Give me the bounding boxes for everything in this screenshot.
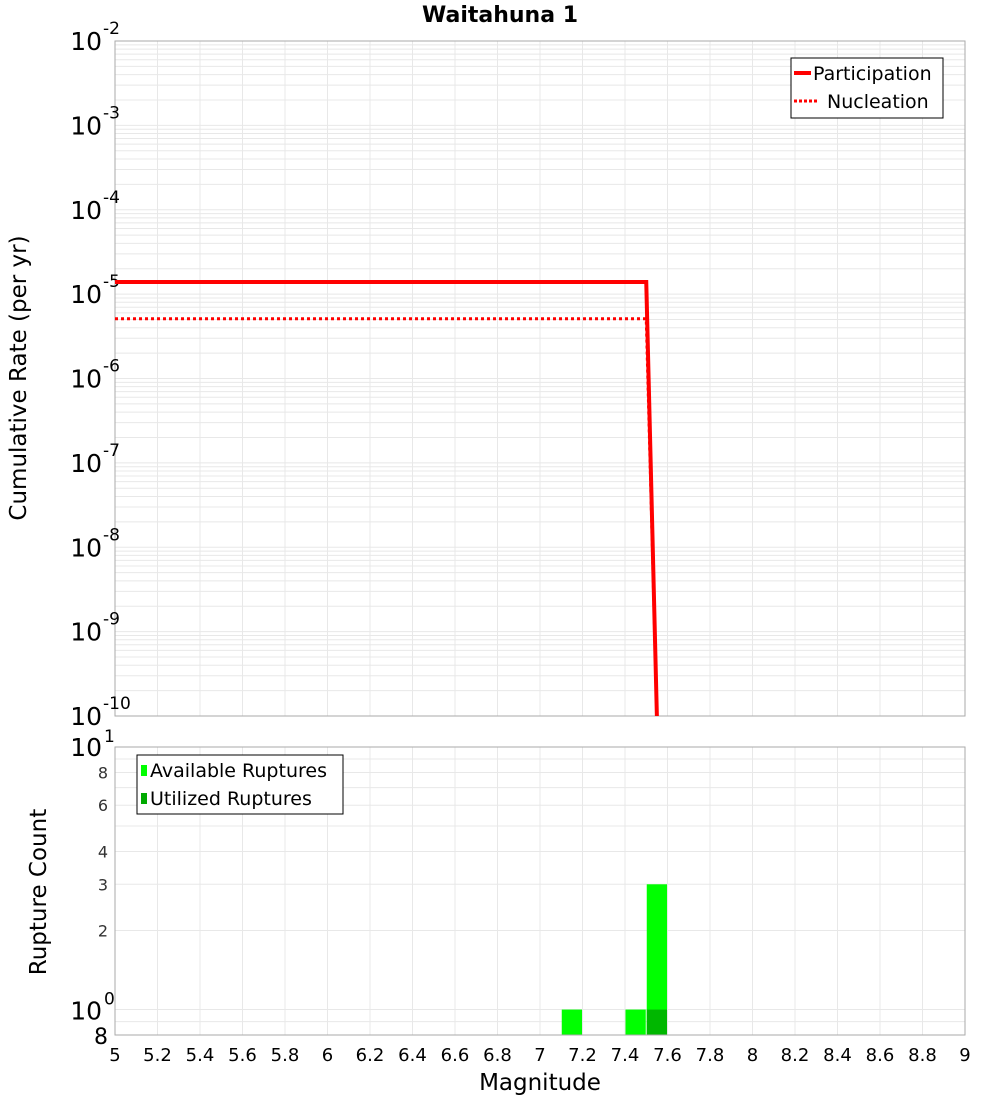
x-tick-label: 7.4	[611, 1045, 640, 1066]
x-axis-label: Magnitude	[479, 1070, 601, 1096]
svg-text:Available Ruptures: Available Ruptures	[150, 760, 327, 782]
y-tick-label: 4	[98, 842, 108, 861]
x-tick-label: 6.6	[441, 1045, 470, 1066]
x-tick-label: 8.2	[781, 1045, 810, 1066]
y-tick-label: 10-5	[70, 272, 120, 309]
rate-legend: Participation Nucleation	[790, 57, 944, 119]
x-tick-label: 6	[322, 1045, 333, 1066]
rate-plot: 10-2 10-3 10-4 10-5 10-6 10-7 10-8 10-9 10-10 Par…	[6, 19, 966, 731]
x-tick-label: 5	[109, 1045, 120, 1066]
svg-text:Utilized Ruptures: Utilized Ruptures	[150, 788, 312, 810]
y-tick-label: 10-6	[70, 357, 120, 394]
svg-text:Nucleation: Nucleation	[827, 91, 929, 113]
svg-text:10: 10	[70, 997, 102, 1026]
x-tick-label: 5.6	[228, 1045, 257, 1066]
svg-text:Participation: Participation	[813, 63, 932, 85]
count-y-axis-label: Rupture Count	[26, 809, 52, 975]
svg-text:8: 8	[94, 1025, 108, 1050]
available-bar	[561, 1009, 582, 1035]
x-tick-label: 8	[747, 1045, 758, 1066]
series-participation	[115, 280, 659, 717]
x-tick-label: 7.2	[568, 1045, 597, 1066]
y-tick-label: 10-2	[70, 19, 120, 56]
y-tick-label: 10-9	[70, 610, 120, 647]
y-tick-label: 10-10	[70, 694, 131, 731]
y-tick-label: 10-3	[70, 103, 120, 140]
x-tick-label: 8.6	[866, 1045, 895, 1066]
y-tick-label: 6	[98, 796, 108, 815]
x-tick-label: 6.4	[398, 1045, 427, 1066]
x-tick-label: 7	[534, 1045, 545, 1066]
y-tick-label: 10-4	[70, 188, 120, 225]
y-tick-label: 8	[98, 763, 108, 782]
rate-plot-frame	[114, 40, 966, 717]
y-tick-label: 3	[98, 875, 108, 894]
count-legend: Available Ruptures Utilized Ruptures	[136, 754, 344, 815]
x-tick-label: 8.4	[823, 1045, 852, 1066]
x-tick-label: 6.8	[483, 1045, 512, 1066]
x-tick-label: 8.8	[908, 1045, 937, 1066]
utilized-bar	[646, 1009, 667, 1035]
x-tick-label: 7.6	[653, 1045, 682, 1066]
x-tick-label: 7.8	[696, 1045, 725, 1066]
y-tick-label: 10-7	[70, 441, 120, 478]
x-tick-label: 9	[959, 1045, 970, 1066]
x-tick-label: 5.4	[186, 1045, 215, 1066]
rate-y-axis-label: Cumulative Rate (per yr)	[6, 235, 32, 520]
chart-title: Waitahuna 1	[421, 3, 579, 28]
svg-text:0: 0	[104, 990, 115, 1010]
available-bar	[625, 1009, 646, 1035]
svg-text:1: 1	[104, 727, 115, 747]
available-bar	[646, 884, 667, 1035]
x-tick-label: 6.2	[356, 1045, 385, 1066]
y-tick-label: 10-8	[70, 525, 120, 562]
x-tick-label: 5.8	[271, 1045, 300, 1066]
y-tick-label: 2	[98, 922, 108, 941]
svg-text:10: 10	[70, 733, 102, 762]
count-plot-frame	[114, 746, 966, 1036]
x-tick-label: 5.2	[143, 1045, 172, 1066]
